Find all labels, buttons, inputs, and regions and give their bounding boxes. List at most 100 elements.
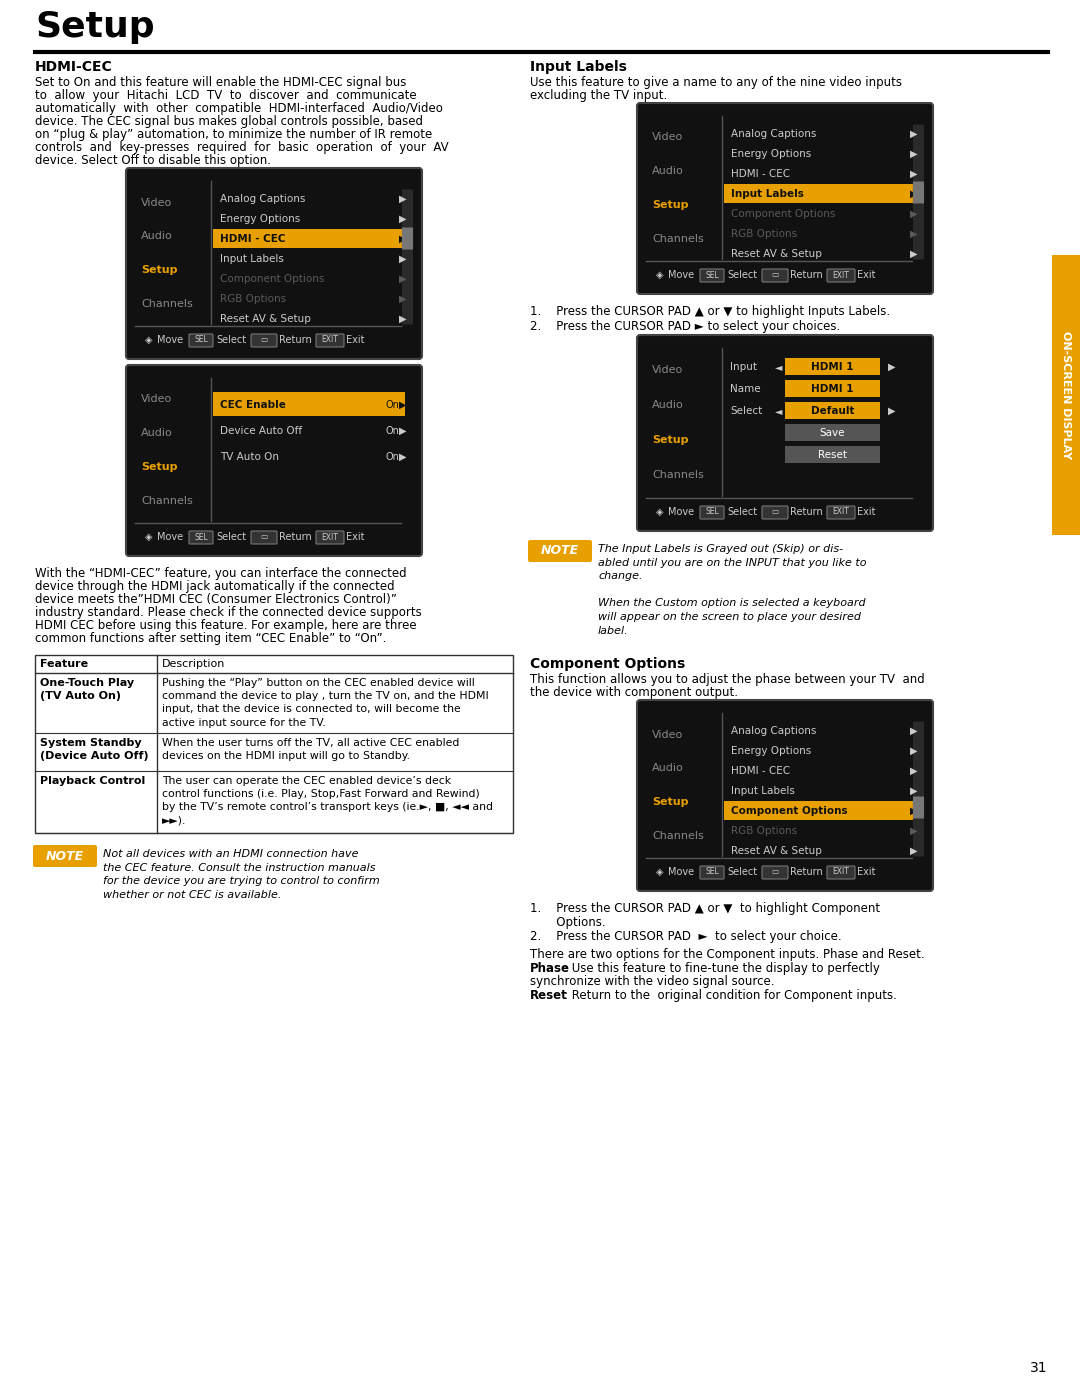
Bar [785, 425, 880, 441]
Text: ▭: ▭ [771, 271, 779, 279]
Text: NOTE: NOTE [541, 545, 579, 557]
Text: excluding the TV input.: excluding the TV input. [530, 89, 667, 102]
Text: HDMI - CEC: HDMI - CEC [731, 766, 791, 775]
Text: ▶: ▶ [399, 274, 406, 284]
Text: Pushing the “Play” button on the CEC enabled device will
command the device to p: Pushing the “Play” button on the CEC ena… [162, 678, 489, 728]
Text: ▶: ▶ [910, 210, 918, 219]
Text: Analog Captions: Analog Captions [731, 726, 816, 736]
Text: On: On [384, 400, 399, 409]
Text: synchronize with the video signal source.: synchronize with the video signal source… [530, 975, 774, 988]
Text: Setup: Setup [652, 798, 689, 807]
Text: Playback Control: Playback Control [40, 775, 145, 787]
Text: Setup: Setup [652, 200, 689, 210]
Text: EXIT: EXIT [833, 868, 850, 876]
Text: Input Labels: Input Labels [731, 787, 795, 796]
Text: ▶: ▶ [910, 189, 918, 198]
Text: One-Touch Play
(TV Auto On): One-Touch Play (TV Auto On) [40, 678, 134, 701]
Text: Channels: Channels [652, 469, 704, 481]
FancyBboxPatch shape [637, 103, 933, 293]
Text: Return: Return [279, 335, 312, 345]
Text: Phase: Phase [530, 963, 570, 975]
Bar [724, 800, 916, 820]
Text: Save: Save [820, 427, 846, 439]
Text: ▶: ▶ [910, 726, 918, 736]
Text: Channels: Channels [141, 496, 192, 506]
Text: Audio: Audio [652, 166, 684, 176]
Text: Exit: Exit [346, 335, 365, 345]
Text: ◈: ◈ [656, 507, 663, 517]
FancyBboxPatch shape [126, 168, 422, 359]
Text: Move: Move [669, 868, 694, 877]
Text: Device Auto Off: Device Auto Off [220, 426, 302, 436]
Text: With the “HDMI-CEC” feature, you can interface the connected: With the “HDMI-CEC” feature, you can int… [35, 567, 407, 580]
Text: ▶: ▶ [910, 129, 918, 138]
Text: Options.: Options. [530, 916, 606, 929]
FancyBboxPatch shape [637, 700, 933, 891]
FancyBboxPatch shape [700, 270, 724, 282]
Text: Select: Select [727, 507, 757, 517]
Text: Select: Select [730, 407, 762, 416]
Text: Reset: Reset [530, 989, 568, 1002]
Text: ▭: ▭ [260, 335, 268, 345]
Text: This function allows you to adjust the phase between your TV  and: This function allows you to adjust the p… [530, 673, 924, 686]
Text: Input: Input [730, 362, 757, 372]
Text: Input Labels: Input Labels [220, 254, 284, 264]
FancyBboxPatch shape [251, 334, 276, 346]
Text: Energy Options: Energy Options [731, 149, 811, 159]
Text: Move: Move [157, 335, 184, 345]
Text: device. Select Off to disable this option.: device. Select Off to disable this optio… [35, 154, 271, 168]
Text: EXIT: EXIT [833, 507, 850, 517]
Text: ▶: ▶ [399, 254, 406, 264]
Text: HDMI - CEC: HDMI - CEC [220, 235, 285, 244]
Text: ▶: ▶ [910, 806, 918, 816]
Text: Move: Move [669, 270, 694, 279]
Text: 31: 31 [1030, 1361, 1048, 1375]
Text: Reset AV & Setup: Reset AV & Setup [731, 249, 822, 258]
Text: ▶: ▶ [399, 314, 406, 324]
FancyBboxPatch shape [762, 866, 788, 879]
Text: Exit: Exit [346, 532, 365, 542]
Text: Audio: Audio [141, 429, 173, 439]
Text: Default: Default [811, 407, 854, 416]
Text: RGB Options: RGB Options [220, 293, 286, 305]
Text: ▶: ▶ [910, 149, 918, 159]
FancyBboxPatch shape [762, 506, 788, 520]
FancyBboxPatch shape [700, 866, 724, 879]
Text: Name: Name [730, 384, 760, 394]
Text: ◄: ◄ [775, 362, 783, 372]
Text: 1.    Press the CURSOR PAD ▲ or ▼  to highlight Component: 1. Press the CURSOR PAD ▲ or ▼ to highli… [530, 902, 880, 915]
Text: Channels: Channels [141, 299, 192, 309]
Text: Set to On and this feature will enable the HDMI-CEC signal bus: Set to On and this feature will enable t… [35, 75, 406, 89]
FancyBboxPatch shape [251, 531, 276, 543]
Text: controls  and  key-presses  required  for  basic  operation  of  your  AV: controls and key-presses required for ba… [35, 141, 448, 154]
Text: On: On [384, 453, 399, 462]
Bar [785, 380, 880, 397]
Text: SEL: SEL [194, 532, 207, 542]
Text: Select: Select [216, 532, 246, 542]
Text: ▶: ▶ [399, 400, 406, 409]
Text: ▶: ▶ [910, 169, 918, 179]
Text: Component Options: Component Options [731, 210, 835, 219]
Text: Video: Video [652, 729, 684, 739]
Text: NOTE: NOTE [46, 849, 84, 862]
Text: ▶: ▶ [910, 847, 918, 856]
Text: : Use this feature to fine-tune the display to perfectly: : Use this feature to fine-tune the disp… [564, 963, 880, 975]
Text: Reset AV & Setup: Reset AV & Setup [220, 314, 311, 324]
Text: ◄: ◄ [775, 407, 783, 416]
Text: Audio: Audio [652, 763, 684, 774]
Text: HDMI CEC before using this feature. For example, here are three: HDMI CEC before using this feature. For … [35, 619, 417, 631]
FancyBboxPatch shape [126, 365, 422, 556]
Text: ▭: ▭ [771, 868, 779, 876]
Text: ◈: ◈ [656, 270, 663, 279]
Text: TV Auto On: TV Auto On [220, 453, 279, 462]
Bar [785, 446, 880, 462]
Text: ▶: ▶ [399, 293, 406, 305]
Text: 1.    Press the CURSOR PAD ▲ or ▼ to highlight Inputs Labels.: 1. Press the CURSOR PAD ▲ or ▼ to highli… [530, 305, 890, 319]
Text: EXIT: EXIT [322, 532, 338, 542]
Text: ▭: ▭ [771, 507, 779, 517]
Text: ▶: ▶ [910, 787, 918, 796]
Text: The user can operate the CEC enabled device’s deck
control functions (i.e. Play,: The user can operate the CEC enabled dev… [162, 775, 492, 826]
Text: Exit: Exit [858, 868, 876, 877]
Text: RGB Options: RGB Options [731, 229, 797, 239]
Text: Reset AV & Setup: Reset AV & Setup [731, 847, 822, 856]
